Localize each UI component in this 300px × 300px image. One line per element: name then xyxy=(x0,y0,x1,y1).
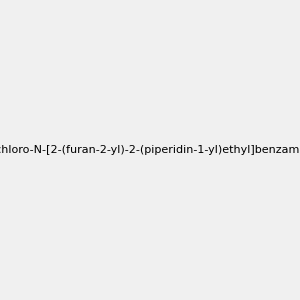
Text: 2-chloro-N-[2-(furan-2-yl)-2-(piperidin-1-yl)ethyl]benzamide: 2-chloro-N-[2-(furan-2-yl)-2-(piperidin-… xyxy=(0,145,300,155)
